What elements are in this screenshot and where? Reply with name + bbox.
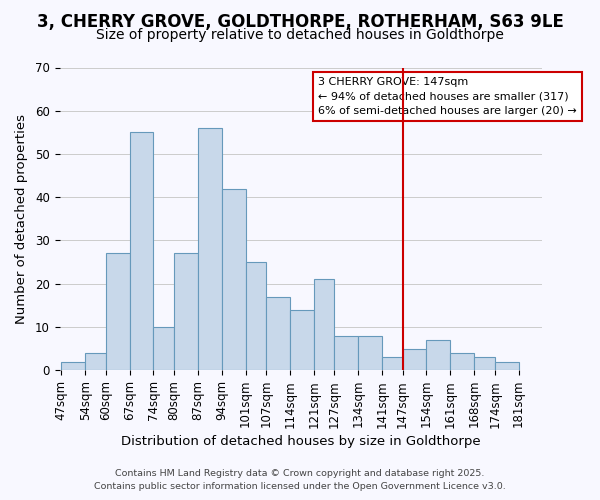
Bar — [154, 327, 174, 370]
Bar — [130, 132, 154, 370]
Bar — [474, 357, 494, 370]
Bar — [290, 310, 314, 370]
Bar — [198, 128, 221, 370]
Bar — [106, 254, 130, 370]
Bar — [61, 362, 85, 370]
Bar — [266, 296, 290, 370]
Bar — [382, 357, 403, 370]
Y-axis label: Number of detached properties: Number of detached properties — [15, 114, 28, 324]
Bar — [427, 340, 451, 370]
Text: 3, CHERRY GROVE, GOLDTHORPE, ROTHERHAM, S63 9LE: 3, CHERRY GROVE, GOLDTHORPE, ROTHERHAM, … — [37, 12, 563, 30]
Bar — [451, 353, 474, 370]
Bar — [221, 188, 245, 370]
Bar — [174, 254, 198, 370]
X-axis label: Distribution of detached houses by size in Goldthorpe: Distribution of detached houses by size … — [121, 434, 481, 448]
Bar — [314, 280, 334, 370]
Text: Contains HM Land Registry data © Crown copyright and database right 2025.
Contai: Contains HM Land Registry data © Crown c… — [94, 470, 506, 491]
Text: Size of property relative to detached houses in Goldthorpe: Size of property relative to detached ho… — [96, 28, 504, 42]
Bar — [85, 353, 106, 370]
Bar — [334, 336, 358, 370]
Bar — [245, 262, 266, 370]
Bar — [403, 348, 427, 370]
Bar — [358, 336, 382, 370]
Text: 3 CHERRY GROVE: 147sqm
← 94% of detached houses are smaller (317)
6% of semi-det: 3 CHERRY GROVE: 147sqm ← 94% of detached… — [318, 76, 577, 116]
Bar — [494, 362, 518, 370]
